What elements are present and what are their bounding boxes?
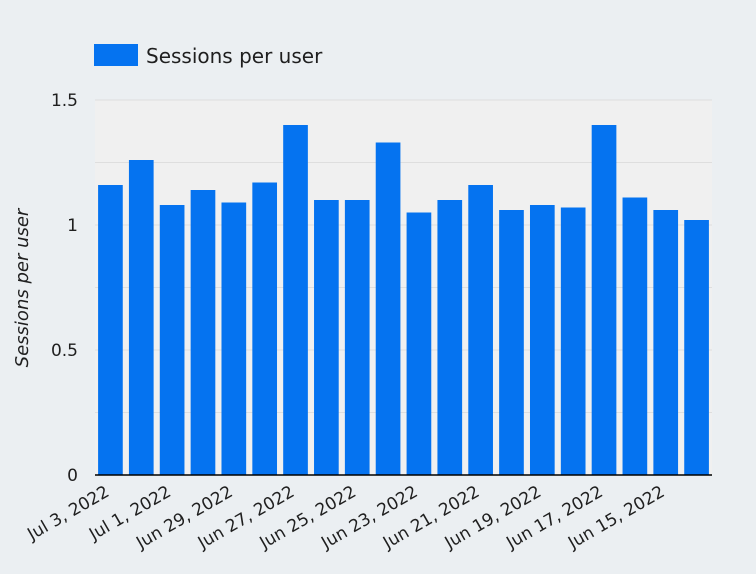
legend[interactable]: Sessions per user bbox=[94, 44, 323, 68]
bar[interactable] bbox=[406, 212, 432, 476]
bar[interactable] bbox=[344, 200, 370, 475]
bar[interactable] bbox=[560, 207, 586, 476]
bar[interactable] bbox=[653, 210, 679, 475]
bar[interactable] bbox=[529, 205, 555, 475]
y-tick-label: 1 bbox=[67, 216, 78, 236]
bar[interactable] bbox=[128, 160, 154, 475]
y-axis-title: Sessions per user bbox=[12, 207, 33, 367]
y-tick-label: 1.5 bbox=[51, 91, 78, 111]
bar[interactable] bbox=[314, 200, 339, 475]
bar[interactable] bbox=[468, 185, 493, 475]
y-tick-label: 0 bbox=[67, 466, 78, 486]
bar[interactable] bbox=[221, 202, 247, 476]
bar[interactable] bbox=[684, 220, 709, 475]
bar[interactable] bbox=[283, 125, 308, 475]
bar[interactable] bbox=[252, 182, 278, 476]
bars bbox=[98, 125, 709, 475]
y-tick-label: 0.5 bbox=[51, 341, 78, 361]
bar[interactable] bbox=[375, 142, 401, 476]
legend-swatch bbox=[94, 44, 138, 66]
y-axis-ticks: 0 0.5 1 1.5 bbox=[51, 91, 78, 486]
bar[interactable] bbox=[437, 200, 463, 475]
bar[interactable] bbox=[98, 185, 123, 475]
bar[interactable] bbox=[190, 190, 216, 475]
bar[interactable] bbox=[159, 205, 185, 475]
bar[interactable] bbox=[622, 197, 648, 476]
bar[interactable] bbox=[591, 125, 617, 475]
bar[interactable] bbox=[499, 210, 524, 475]
legend-label: Sessions per user bbox=[146, 44, 323, 68]
